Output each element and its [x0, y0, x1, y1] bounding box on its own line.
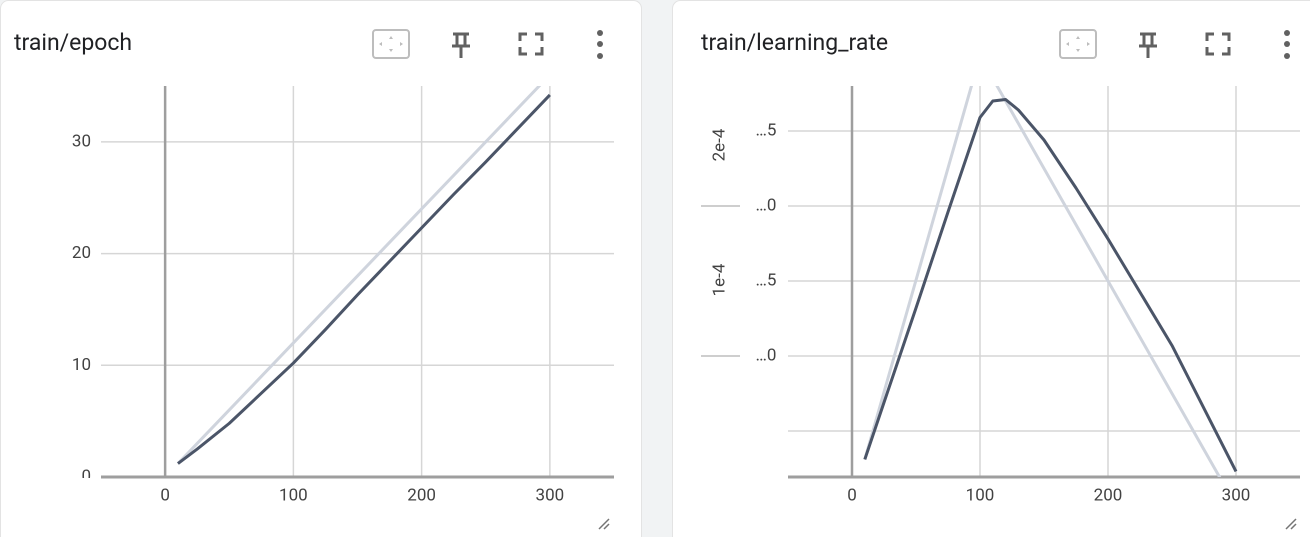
card-toolbar — [372, 29, 610, 530]
fullscreen-button[interactable] — [1205, 32, 1231, 56]
card-title: train/epoch — [14, 29, 132, 56]
y-tick-label: …5 — [756, 120, 777, 140]
resize-handle[interactable] — [1285, 518, 1297, 530]
pin-button[interactable] — [1139, 32, 1157, 58]
card-toolbar — [1059, 29, 1297, 530]
card — [672, 0, 1310, 537]
series-line — [863, 86, 1222, 477]
series-line — [176, 86, 542, 465]
y-tick-label: …5 — [756, 270, 777, 290]
y-scale-label: 1e-4 — [709, 263, 729, 296]
y-tick-label: 10 — [72, 355, 91, 375]
y-tick-label: 20 — [72, 243, 91, 263]
card — [0, 0, 642, 537]
card-title: train/learning_rate — [701, 29, 888, 56]
more-button[interactable] — [597, 30, 603, 59]
y-tick-labels: 0 10 20 30 — [72, 131, 91, 486]
resize-handle[interactable] — [598, 518, 610, 530]
y-tick-label: 0 — [81, 466, 91, 486]
series-line — [177, 93, 551, 465]
y-tick-label: 30 — [72, 131, 91, 151]
x-tick-label: 200 — [407, 485, 436, 505]
fit-domain-button[interactable] — [1059, 29, 1097, 59]
y-tick-label: …0 — [756, 195, 777, 215]
x-tick-label: 300 — [536, 485, 565, 505]
x-tick-label: 300 — [1222, 485, 1251, 505]
pin-button[interactable] — [452, 32, 470, 58]
fit-domain-button[interactable] — [372, 29, 410, 59]
y-tick-label: …0 — [756, 345, 777, 365]
x-tick-label: 100 — [279, 485, 308, 505]
y-tick-labels: …0 …5 …0 …5 — [756, 120, 777, 365]
x-tick-label: 100 — [966, 485, 995, 505]
x-tick-label: 0 — [847, 485, 857, 505]
y-scale-label: 2e-4 — [709, 128, 729, 161]
x-tick-label: 200 — [1094, 485, 1123, 505]
series-line — [863, 97, 1238, 473]
fullscreen-button[interactable] — [518, 32, 544, 56]
x-tick-label: 0 — [160, 485, 170, 505]
more-button[interactable] — [1284, 30, 1290, 59]
